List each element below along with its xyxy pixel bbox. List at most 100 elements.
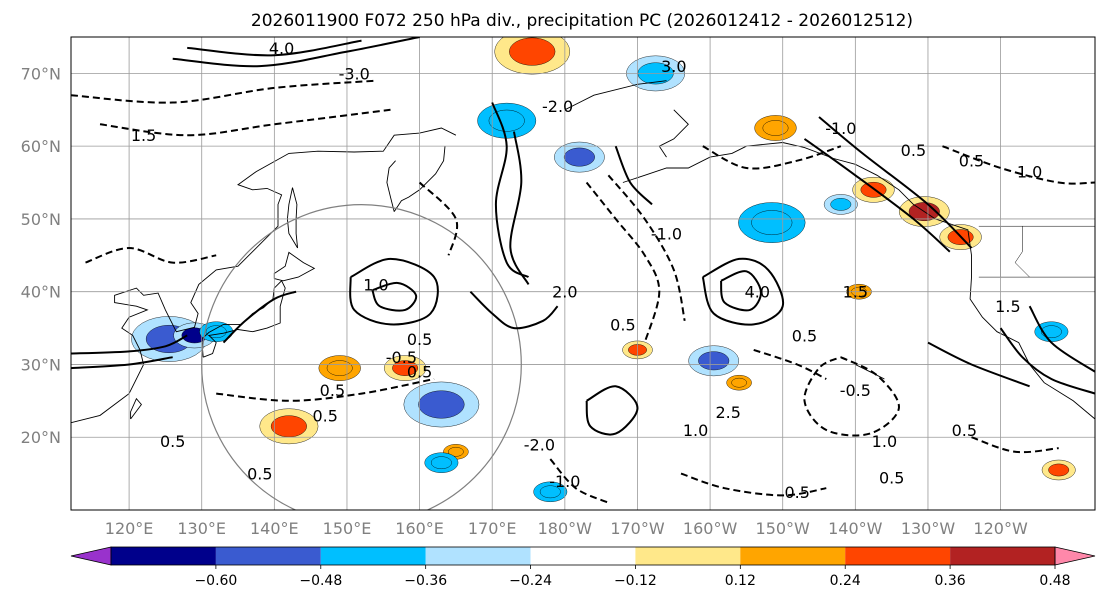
precip-patch: [326, 360, 353, 376]
contour-label: 0.5: [901, 141, 926, 160]
divergence-contour: [927, 341, 1030, 388]
colorbar-segment: [425, 547, 531, 565]
precip-patch: [762, 120, 789, 136]
contour-label: 0.5: [312, 406, 337, 425]
divergence-contour: [172, 37, 420, 68]
contour-label: -2.0: [542, 97, 573, 116]
colorbar-tick-label: −0.60: [194, 573, 237, 589]
lat-tick-label: 70°N: [21, 64, 61, 83]
state-boundary: [1014, 226, 1030, 278]
map-area: 4.0 -3.0 1.5 -2.0 3.0 -1.0 0.5 0.5 1.0 1.0 0.5 0.5 0…: [70, 36, 1096, 511]
colorbar-segment: [320, 547, 426, 565]
divergence-contour: [222, 290, 297, 344]
divergence-contour: [803, 138, 951, 253]
colorbar: −0.60 −0.48 −0.36 −0.24 −0.12 0.12 0.24 0.36 0.4…: [70, 546, 1096, 589]
convergence-contour: [85, 246, 217, 264]
latitude-axis: 70°N 60°N 50°N 40°N 30°N 20°N: [21, 64, 61, 447]
contour-label: 2.5: [715, 403, 740, 422]
divergence-contour: [349, 257, 439, 326]
lon-tick-label: 140°W: [828, 519, 883, 538]
convergence-contour: [702, 145, 842, 170]
contour-label: 0.5: [407, 330, 432, 349]
colorbar-extend-high: [1054, 546, 1096, 566]
precip-patch: [448, 446, 464, 457]
colorbar-tick-label: −0.12: [614, 573, 657, 589]
gridline-layer: [71, 37, 1095, 510]
divergence-contour: [491, 102, 530, 278]
divergence-contour-layer: [71, 37, 1095, 504]
precip-patch: [430, 456, 452, 470]
divergence-contour: [720, 270, 762, 312]
colorbar-segment: [530, 547, 636, 565]
contour-label: 0.5: [160, 432, 185, 451]
longitude-axis: 120°E 130°E 140°E 150°E 160°E 170°E 180°W 170°W…: [105, 519, 1028, 538]
convergence-contour: [216, 378, 435, 402]
coastline: [386, 160, 396, 212]
contour-label: -1.0: [651, 225, 682, 244]
lon-tick-label: 180°W: [538, 519, 593, 538]
map-background: [71, 37, 1095, 510]
precip-patch: [698, 351, 730, 371]
contour-label: 1.5: [995, 297, 1020, 316]
coastline: [130, 397, 142, 420]
lon-tick-label: 160°E: [395, 519, 444, 538]
precip-patch: [270, 415, 307, 438]
precip-patch: [488, 109, 525, 132]
precip-patch: [539, 485, 561, 499]
contour-label: -1.0: [549, 472, 580, 491]
colorbar-tick-label: −0.48: [299, 573, 342, 589]
precip-patch: [418, 390, 465, 419]
reference-circle: [201, 204, 522, 510]
contour-label: -0.5: [840, 381, 871, 400]
precip-patch: [830, 198, 852, 211]
contour-label: -1.0: [825, 119, 856, 138]
lon-tick-label: 130°W: [901, 519, 956, 538]
colorbar-extend-low: [70, 546, 112, 566]
lon-tick-label: 130°E: [177, 519, 226, 538]
convergence-contour: [607, 174, 686, 322]
contour-label: 2.0: [552, 283, 577, 302]
lon-tick-label: 170°W: [610, 519, 665, 538]
contour-label: 3.0: [661, 57, 686, 76]
precip-patch: [509, 37, 556, 66]
lon-tick-label: 150°E: [323, 519, 372, 538]
lat-tick-label: 60°N: [21, 137, 61, 156]
convergence-contour: [549, 458, 609, 504]
colorbar-segment: [111, 547, 216, 565]
divergence-contour: [71, 356, 173, 370]
divergence-contour: [701, 257, 785, 326]
contour-label: 1.0: [683, 421, 708, 440]
convergence-contour: [418, 181, 459, 256]
contour-label: 1.5: [131, 126, 156, 145]
convergence-contour: [942, 145, 1095, 185]
contour-label: 1.0: [872, 432, 897, 451]
contour-label-layer: 4.0 -3.0 1.5 -2.0 3.0 -1.0 0.5 0.5 1.0 1.0 0.5 0.5 0…: [131, 39, 1042, 502]
convergence-contour: [99, 108, 391, 137]
contour-label: -3.0: [339, 64, 370, 83]
chart-title: 2026011900 F072 250 hPa div., precipitat…: [251, 11, 913, 31]
contour-label: 1.0: [1017, 163, 1042, 182]
contour-label: 4.0: [269, 39, 294, 58]
lat-tick-label: 20°N: [21, 428, 61, 447]
precip-patch: [751, 210, 793, 236]
map-frame: [70, 36, 1096, 511]
contour-label: 4.0: [745, 283, 770, 302]
divergence-contour: [614, 145, 653, 206]
divergence-contour: [999, 327, 1095, 395]
contour-label: 0.5: [879, 468, 904, 487]
colorbar-tick-label: −0.24: [509, 573, 552, 589]
coastline-layer: [71, 80, 1095, 424]
contour-label: 1.5: [843, 283, 868, 302]
contour-label: 0.5: [784, 483, 809, 502]
coastline: [71, 127, 457, 424]
contour-label: -2.0: [524, 436, 555, 455]
contour-label: 0.5: [320, 381, 345, 400]
colorbar-tick-label: 0.48: [1039, 573, 1070, 589]
colorbar-segment: [845, 547, 951, 565]
convergence-contour: [803, 356, 900, 437]
divergence-contour: [371, 281, 418, 312]
coastline: [564, 80, 667, 111]
lon-tick-label: 160°W: [683, 519, 738, 538]
precip-patch: [731, 377, 747, 388]
